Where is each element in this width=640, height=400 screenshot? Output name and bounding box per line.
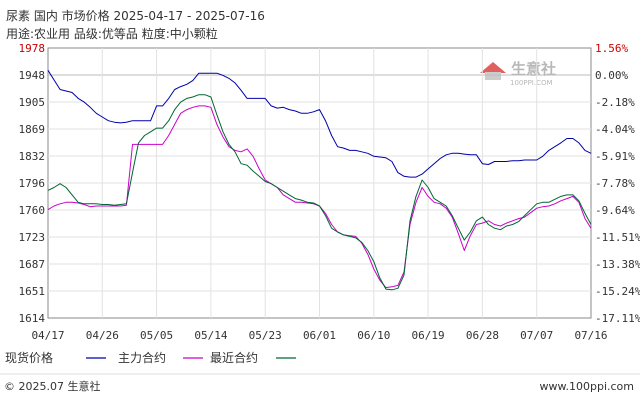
x-tick-label: 04/17 [31, 329, 64, 342]
y-tick-label-right: -17.11% [595, 312, 640, 325]
y-tick-label-left: 1905 [19, 96, 46, 109]
watermark-site: 100PPI.COM [510, 79, 553, 87]
y-tick-label-left: 1760 [19, 204, 46, 217]
y-tick-label-left: 1687 [19, 258, 46, 271]
footer-copyright: © 2025.07 生意社 [4, 379, 100, 393]
footer-website: www.100ppi.com [540, 380, 634, 393]
watermark-logo: 生意社 100PPI.COM [480, 60, 556, 87]
y-tick-label-left: 1796 [19, 177, 46, 190]
y-axis-right-labels: 1.56% 0.00% -2.18% -4.04% -5.91% -7.78% -9.64%… [595, 42, 640, 325]
logo-house-icon [485, 72, 501, 80]
legend: 现货价格 主力合约 最近合约 [5, 350, 296, 365]
y-tick-label-left: 1832 [19, 150, 46, 163]
y-tick-label-left: 1614 [19, 312, 46, 325]
x-axis-labels: 04/17 04/26 05/05 05/14 05/23 06/01 06/10 06/19… [31, 329, 607, 342]
y-tick-label-right: -9.64% [595, 204, 635, 217]
y-tick-label-right: -7.78% [595, 177, 635, 190]
chart-title: 尿素 国内 市场价格 2025-04-17 - 2025-07-16 [6, 8, 265, 23]
y-axis-left-labels: 1978 1948 1905 1869 1832 1796 1760 1723 1687 1651… [19, 42, 46, 325]
y-tick-label-right: 0.00% [595, 69, 628, 82]
logo-roof-icon [480, 62, 506, 73]
y-tick-label-right: -4.04% [595, 123, 635, 136]
legend-label-3: 最近合约 [210, 350, 258, 365]
y-tick-label-right: -5.91% [595, 150, 635, 163]
y-tick-label-right: -11.51% [595, 231, 640, 244]
y-tick-label-left: 1869 [19, 123, 46, 136]
x-tick-label: 07/16 [574, 329, 607, 342]
series-line-1 [47, 70, 592, 178]
x-tick-label: 06/28 [466, 329, 499, 342]
x-tick-label: 05/05 [140, 329, 173, 342]
y-tick-label-right: -13.38% [595, 258, 640, 271]
x-tick-label: 07/07 [520, 329, 553, 342]
x-tick-label: 05/23 [249, 329, 282, 342]
x-tick-label: 06/19 [412, 329, 445, 342]
grid [48, 48, 591, 318]
x-tick-label: 04/26 [86, 329, 119, 342]
legend-label-2: 主力合约 [118, 350, 166, 365]
series-lines [47, 70, 592, 291]
y-tick-label-left: 1651 [19, 285, 46, 298]
watermark-brand: 生意社 [511, 60, 556, 78]
y-tick-label-right: 1.56% [595, 42, 628, 55]
x-tick-label: 05/14 [194, 329, 227, 342]
chart-subtitle: 用途:农业用 品级:优等品 粒度:中小颗粒 [6, 26, 218, 41]
y-tick-label-left: 1948 [19, 69, 46, 82]
y-tick-label-left: 1978 [19, 42, 46, 55]
x-tick-label: 06/01 [303, 329, 336, 342]
y-tick-label-right: -2.18% [595, 96, 635, 109]
y-tick-label-right: -15.24% [595, 285, 640, 298]
legend-label-1: 现货价格 [5, 350, 53, 365]
series-line-3 [47, 94, 592, 291]
x-tick-label: 06/10 [357, 329, 390, 342]
y-tick-label-left: 1723 [19, 231, 46, 244]
